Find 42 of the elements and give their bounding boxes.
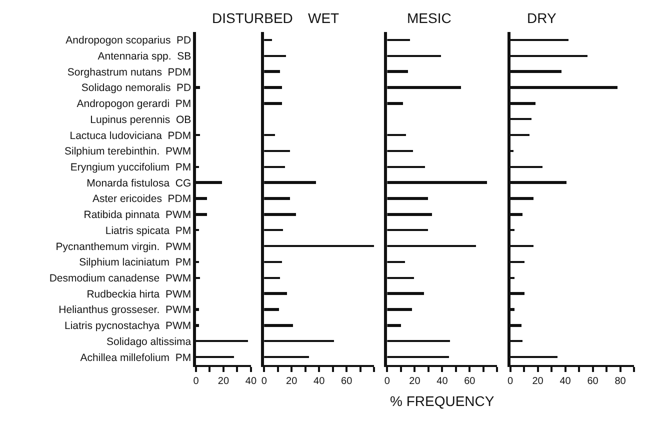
y-tick-label: Monarda fistulosa CG bbox=[86, 177, 192, 190]
chart-title: WET bbox=[308, 10, 340, 26]
y-tick-label: Lactuca ludoviciana PDM bbox=[70, 130, 192, 142]
x-tick-label: 20 bbox=[532, 376, 544, 387]
y-tick-label: Eryngium yuccifolium PM bbox=[70, 161, 192, 174]
x-tick-label: 40 bbox=[436, 376, 448, 387]
y-tick-label: Liatris spicata PM bbox=[105, 224, 192, 237]
y-tick-label: Ratibida pinnata PWM bbox=[84, 209, 192, 222]
x-tick-label: 0 bbox=[193, 376, 200, 387]
y-tick-label: Achillea millefolium PM bbox=[80, 352, 192, 364]
x-tick-label: 0 bbox=[508, 376, 514, 387]
x-tick-label: 20 bbox=[409, 376, 421, 387]
y-tick-label: Rudbeckia hirta PWM bbox=[86, 288, 192, 300]
y-tick-label: Andropogon scoparius PD bbox=[66, 34, 192, 47]
x-tick-label: 20 bbox=[218, 376, 230, 387]
x-tick-label: 40 bbox=[314, 376, 326, 387]
chart-title: DRY bbox=[527, 10, 557, 26]
y-tick-label: Pycnanthemum virgin. PWM bbox=[56, 240, 192, 253]
x-tick-label: 40 bbox=[560, 376, 572, 387]
x-tick-label: 20 bbox=[286, 376, 298, 387]
y-tick-label: Silphium laciniatum PM bbox=[79, 256, 192, 269]
x-tick-label: 80 bbox=[614, 376, 626, 387]
x-tick-label: 40 bbox=[245, 376, 257, 387]
y-tick-label: Liatris pycnostachya PWM bbox=[64, 320, 192, 332]
y-tick-label: Desmodium canadense PWM bbox=[49, 272, 192, 284]
y-tick-label: Solidago nemoralis PD bbox=[81, 82, 192, 94]
x-tick-label: 0 bbox=[384, 376, 390, 387]
y-tick-label: Silphium terebinthin. PWM bbox=[64, 146, 192, 158]
y-tick-label: Helianthus grosseser. PWM bbox=[58, 304, 192, 316]
y-tick-label: Sorghastrum nutans PDM bbox=[67, 66, 192, 78]
y-tick-label: Antennaria spp. SB bbox=[98, 50, 192, 62]
y-tick-label: Solidago altissima bbox=[106, 336, 192, 348]
chart-title: DISTURBED bbox=[212, 10, 293, 26]
y-tick-label: Lupinus perennis OB bbox=[90, 114, 192, 126]
chart-title: MESIC bbox=[407, 10, 452, 26]
x-tick-label: 60 bbox=[464, 376, 476, 387]
y-tick-label: Aster ericoides PDM bbox=[92, 193, 192, 206]
y-tick-label: Andropogon gerardi PM bbox=[76, 98, 192, 110]
x-tick-label: 60 bbox=[587, 376, 599, 387]
x-axis-title: % FREQUENCY bbox=[390, 393, 495, 409]
x-tick-label: 0 bbox=[261, 376, 268, 387]
x-tick-label: 60 bbox=[341, 376, 353, 387]
